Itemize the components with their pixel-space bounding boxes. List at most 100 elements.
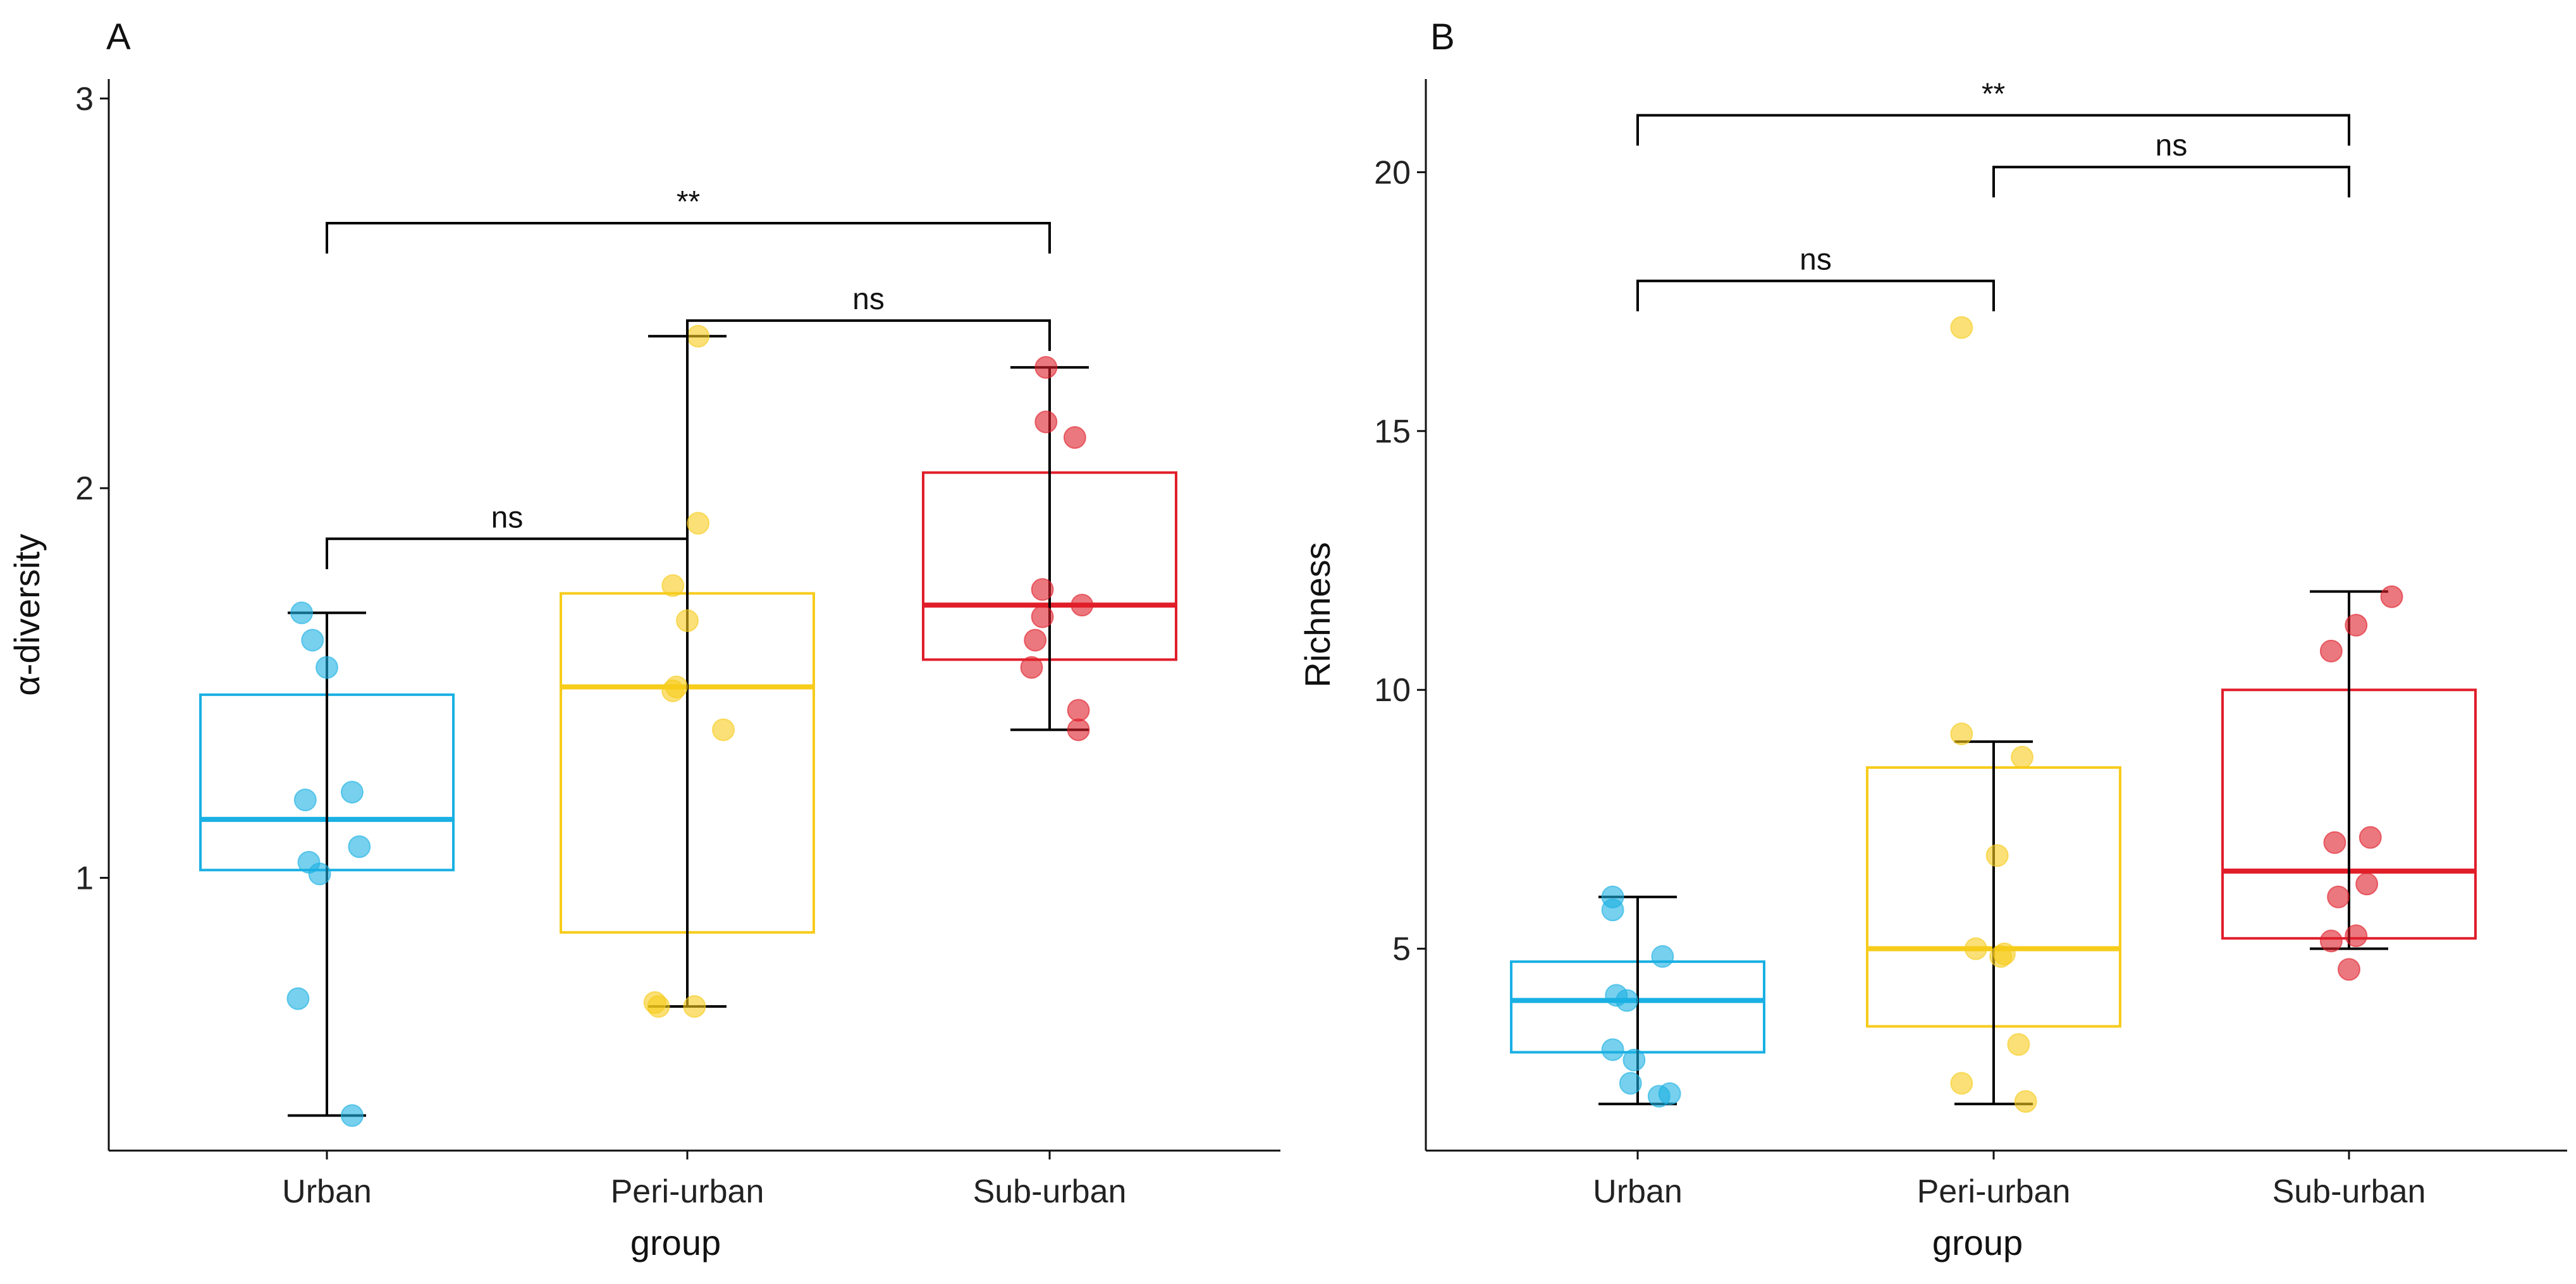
data-point [293, 788, 317, 812]
data-point [1950, 722, 1973, 745]
data-point [1964, 937, 1987, 960]
data-point [1647, 1085, 1671, 1108]
x-tick-label: Peri-urban [1917, 1173, 2071, 1210]
data-point [687, 324, 710, 348]
significance-label: ** [677, 185, 700, 219]
y-tick-label: 20 [1374, 154, 1411, 191]
data-point [661, 574, 685, 597]
data-point [1020, 656, 1043, 679]
data-point [1601, 1038, 1624, 1061]
significance-label: ** [1982, 77, 2005, 111]
x-axis-title: group [1932, 1223, 2023, 1263]
data-point [2007, 1033, 2030, 1056]
data-point [1989, 945, 2013, 968]
group-sub-urban [922, 356, 1177, 742]
data-point [1034, 356, 1058, 379]
data-point [2327, 885, 2350, 908]
y-axis-title: α-diversity [7, 534, 47, 695]
data-point [1024, 628, 1047, 652]
significance-label: ns [2156, 129, 2188, 162]
significance-label: ns [852, 283, 885, 316]
group-urban [1510, 885, 1765, 1108]
group-peri-urban [560, 324, 815, 1018]
significance-bracket: ns [686, 283, 1051, 352]
data-point [1950, 1072, 1973, 1095]
bracket-line [1992, 166, 2350, 198]
significance-label: ns [491, 501, 524, 534]
data-point [301, 628, 324, 652]
data-point [308, 862, 331, 886]
data-point [1063, 426, 1086, 449]
x-axis-title: group [630, 1223, 721, 1263]
bracket-line [686, 319, 1051, 352]
data-point [2345, 613, 2368, 637]
bracket-line [1636, 114, 2350, 146]
data-point [2355, 872, 2379, 896]
bracket-line [326, 537, 689, 570]
x-tick-label: Peri-urban [611, 1173, 764, 1210]
group-sub-urban [2221, 585, 2477, 981]
data-point [1067, 699, 1090, 722]
y-tick-label: 5 [1392, 931, 1411, 968]
data-point [1985, 844, 2009, 867]
y-tick-label: 2 [75, 470, 94, 507]
x-tick-label: Sub-urban [2272, 1173, 2426, 1210]
significance-bracket: ns [326, 501, 689, 570]
data-point [1601, 898, 1624, 922]
panel-label: A [106, 16, 131, 58]
data-point [683, 994, 706, 1018]
significance-bracket: ** [326, 185, 1051, 254]
data-point [2338, 958, 2360, 981]
panel-a: A 1 2 3 Urban Peri-urban Sub-urban group α-diver… [7, 16, 1280, 1263]
x-tick-label: Sub-urban [973, 1173, 1127, 1210]
data-point [1067, 718, 1090, 742]
x-tick-label: Urban [282, 1173, 372, 1210]
bracket-line [1636, 279, 1995, 312]
data-point [1622, 1048, 1646, 1072]
group-urban [199, 601, 455, 1127]
data-point [2319, 639, 2343, 663]
data-point [1031, 605, 1054, 628]
y-tick-label: 15 [1374, 413, 1411, 450]
data-point [290, 601, 314, 625]
y-tick-label: 10 [1374, 672, 1411, 709]
data-point [340, 780, 364, 804]
data-point [1616, 989, 1639, 1012]
group-peri-urban [1866, 316, 2121, 1113]
data-point [1034, 410, 1058, 434]
data-point [647, 994, 670, 1018]
data-point [1950, 316, 1973, 339]
panel-label: B [1430, 16, 1455, 58]
data-point [1619, 1072, 1642, 1095]
y-tick-label: 3 [75, 81, 94, 118]
data-point [2323, 831, 2346, 854]
data-point [1031, 578, 1054, 601]
data-point [712, 718, 735, 742]
panel-b: B 5 10 15 20 Urban Peri-urban Sub-urban group Ric… [1297, 16, 2567, 1263]
significance-bracket: ns [1636, 243, 1995, 312]
y-axis-title: Richness [1297, 542, 1337, 687]
significance-label: ns [1800, 243, 1832, 276]
bracket-line [326, 222, 1051, 254]
significance-bracket: ns [1992, 129, 2350, 198]
data-point [661, 679, 685, 702]
significance-bracket: ** [1636, 77, 2350, 146]
data-point [2358, 826, 2382, 849]
data-point [348, 835, 371, 859]
x-tick-label: Urban [1593, 1173, 1683, 1210]
data-point [286, 987, 310, 1010]
data-point [2380, 585, 2403, 608]
data-point [340, 1104, 364, 1127]
data-point [1651, 945, 1674, 968]
data-point [1070, 594, 1094, 617]
data-point [687, 511, 710, 535]
data-point [676, 609, 699, 632]
data-point [2345, 924, 2368, 948]
data-point [316, 656, 338, 679]
data-point [2014, 1090, 2037, 1113]
data-point [2319, 929, 2343, 953]
data-point [2011, 745, 2034, 769]
y-tick-label: 1 [75, 860, 94, 897]
